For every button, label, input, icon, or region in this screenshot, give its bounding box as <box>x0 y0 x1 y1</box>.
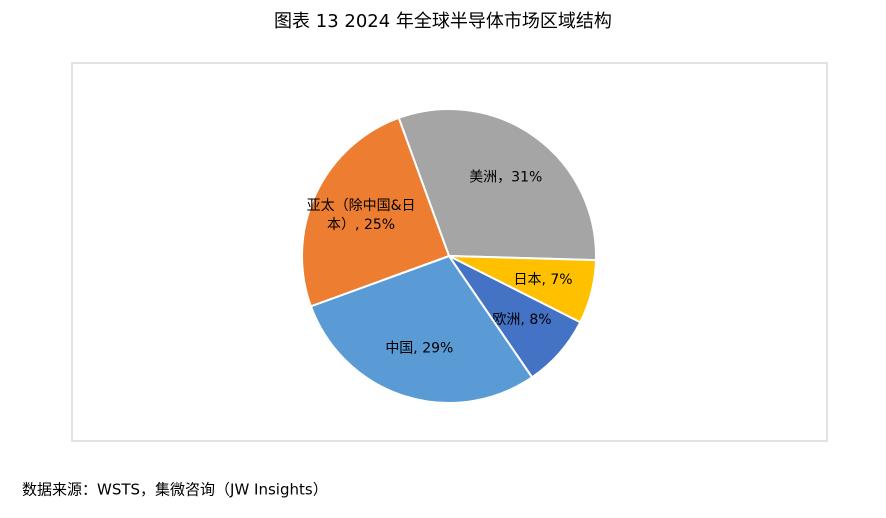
data-label: 亚太（除中国&日本）, 25% <box>307 198 416 233</box>
chart-title: 图表 13 2024 年全球半导体市场区域结构 <box>274 11 612 32</box>
data-label: 美洲，31% <box>469 169 542 185</box>
data-label: 日本, 7% <box>513 272 572 288</box>
pie: 美洲，31% 日本, 7% 欧洲, 8% 中国, 29% 亚太（除中国&日本）, 25% <box>301 108 597 404</box>
pie-slice <box>309 254 534 404</box>
data-label-line: 亚太（除中国&日 <box>307 198 416 214</box>
pie-slice <box>301 116 451 308</box>
data-label: 中国, 29% <box>385 340 453 356</box>
data-label: 欧洲, 8% <box>492 312 551 328</box>
pie-slice <box>397 108 597 262</box>
source-note: 数据来源：WSTS，集微咨询（JW Insights） <box>22 481 328 499</box>
data-label-line: 本）, 25% <box>327 217 395 233</box>
